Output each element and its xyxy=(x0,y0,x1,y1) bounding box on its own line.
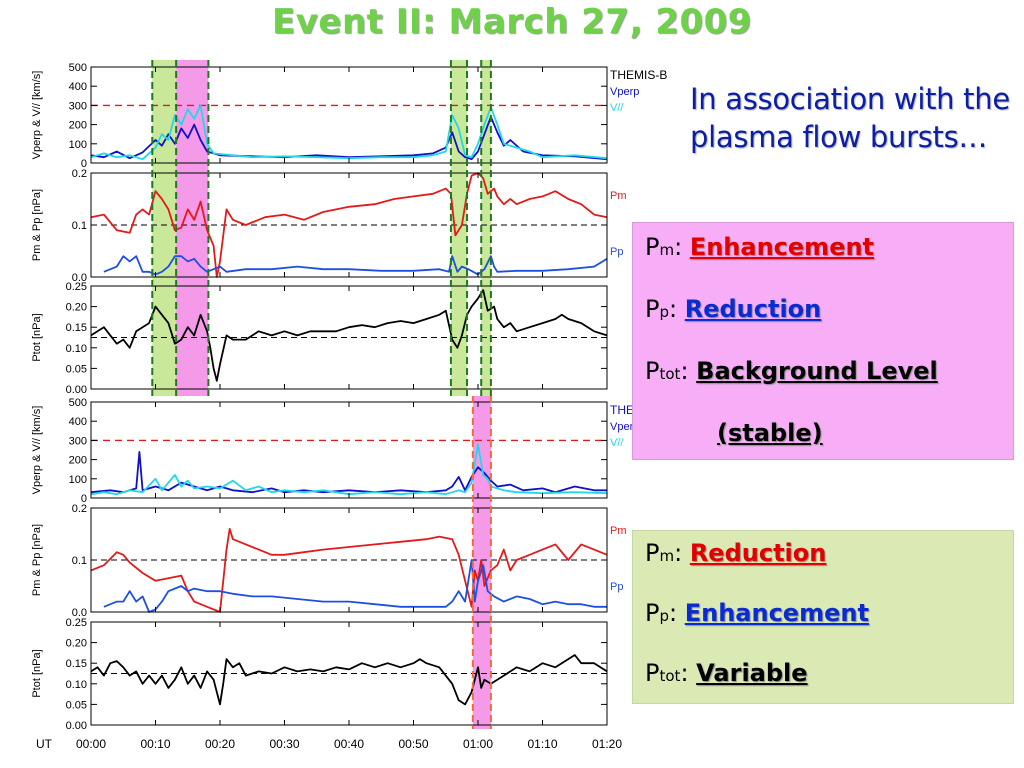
themis-c-panel-1-legend-v: V// xyxy=(610,437,624,449)
themis-c-panel-3-ytick-label: 0.15 xyxy=(66,658,87,670)
themis-c-panel-3-ytick-label: 0.20 xyxy=(66,638,87,650)
themis-b-panel-2-series-pm xyxy=(90,172,608,278)
box-c-pp-value: Enhancement xyxy=(684,599,869,627)
themis-c-panel-2-series-pm xyxy=(90,527,608,613)
box-c-pm-sub: m xyxy=(659,547,675,565)
themis-c-panel-1-ytick-label: 100 xyxy=(69,474,87,486)
themis-c-panel-3-ytick-label: 0.25 xyxy=(66,617,87,629)
themis-b-panel-1-ytick-label: 200 xyxy=(69,120,87,132)
themis-c-panel-2-legend-pp: Pp xyxy=(610,581,623,593)
box-c-pm-prefix: P xyxy=(645,539,660,567)
themis-b-panel-3-ytick-label: 0.25 xyxy=(66,281,87,293)
themis-c-panel-2-ytick-label: 0.2 xyxy=(72,503,87,515)
themis-c-panel-2-series-pp xyxy=(103,559,607,613)
themis-c-panel-1-ytick-label: 500 xyxy=(69,397,87,409)
box-b-extra-line: (stable) xyxy=(717,419,823,447)
box-c-ptot-value: Variable xyxy=(696,659,808,687)
x-tick-label: 00:30 xyxy=(269,737,299,751)
box-b-pm-sub: m xyxy=(659,241,675,259)
themis-c-panel-3-frame xyxy=(90,621,608,726)
box-c-pp-prefix: P xyxy=(645,599,660,627)
themis-b-panel-3-ylabel: Ptot [nPa] xyxy=(31,313,43,361)
themis-c-panel-1-ytick-label: 300 xyxy=(69,435,87,447)
x-tick-label: 00:20 xyxy=(205,737,235,751)
themis-b-panel-3-ytick-label: 0.00 xyxy=(66,384,87,396)
x-axis-label: UT xyxy=(36,737,53,751)
themis-c-panel-3-ylabel: Ptot [nPa] xyxy=(31,649,43,697)
themis-b-panel-2-ytick-label: 0.2 xyxy=(72,168,87,180)
themis-b-panel-1-ytick-label: 500 xyxy=(69,62,87,74)
box-c-pm-line: Pm: Reduction xyxy=(645,539,827,567)
slide-title: Event II: March 27, 2009 xyxy=(272,2,752,42)
themis-c-summary-box: Pm: Reduction Pp: Enhancement Ptot: Vari… xyxy=(632,530,1014,704)
box-b-pm-line: Pm: Enhancement xyxy=(645,233,875,261)
themis-c-panel-1-ytick-label: 200 xyxy=(69,455,87,467)
themis-c-panel-3-series-ptot xyxy=(90,654,608,706)
themis-c-panel-1-ylabel: Vperp & V// [km/s] xyxy=(31,406,43,495)
box-b-pm-prefix: P xyxy=(645,233,660,261)
themis-b-panel-1-series-v xyxy=(90,104,608,161)
themis-c-panel-1-series-vperp xyxy=(90,451,607,494)
themis-b-panel-1-ytick-label: 400 xyxy=(69,81,87,93)
themis-c-panel-1-ytick-label: 400 xyxy=(69,416,87,428)
box-c-ptot-sub: tot xyxy=(659,667,681,685)
themis-b-panel-2-legend-pp: Pp xyxy=(610,246,623,258)
themis-b-summary-box: Pm: Enhancement Pp: Reduction Ptot: Back… xyxy=(632,222,1014,460)
box-c-ptot-line: Ptot: Variable xyxy=(645,659,808,687)
themis-b-panel-2-series-pp xyxy=(103,255,608,276)
themis-b-panel-1-series-vperp xyxy=(90,116,608,161)
box-b-pp-prefix: P xyxy=(645,295,660,323)
themis-b-panel-1-legend-vperp: Vperp xyxy=(610,86,639,98)
themis-c-panel-3-ytick-label: 0.05 xyxy=(66,699,87,711)
x-tick-label: 01:10 xyxy=(527,737,557,751)
box-b-ptot-value: Background Level xyxy=(696,357,938,385)
x-tick-label: 00:00 xyxy=(76,737,106,751)
box-b-extra: (stable) xyxy=(717,419,823,447)
box-b-ptot-line: Ptot: Background Level xyxy=(645,357,938,385)
x-tick-label: 01:00 xyxy=(463,737,493,751)
themis-b-panel-1-legend-themis-b: THEMIS-B xyxy=(610,68,667,82)
box-b-pm-value: Enhancement xyxy=(689,233,875,261)
x-tick-label: 00:40 xyxy=(334,737,364,751)
x-tick-label: 00:10 xyxy=(140,737,170,751)
themis-c-panel-1-ytick-label: 0 xyxy=(81,493,87,505)
themis-b-panel-1-ytick-label: 100 xyxy=(69,139,87,151)
themis-b-green-band xyxy=(152,60,177,396)
box-b-pp-value: Reduction xyxy=(684,295,822,323)
themis-b-panel-1-ytick-label: 300 xyxy=(69,100,87,112)
themis-b-green-band xyxy=(481,60,491,396)
x-tick-label: 00:50 xyxy=(398,737,428,751)
box-c-pm-value: Reduction xyxy=(689,539,827,567)
themis-c-panel-2-ylabel: Pm & Pp [nPa] xyxy=(31,524,43,596)
themis-b-panel-3-ytick-label: 0.15 xyxy=(66,322,87,334)
themis-b-panel-2-ytick-label: 0.0 xyxy=(72,272,87,284)
box-b-pp-line: Pp: Reduction xyxy=(645,295,822,323)
themis-b-panel-3-series-ptot xyxy=(90,289,608,382)
themis-c-panel-3-ytick-label: 0.10 xyxy=(66,679,87,691)
themis-b-panel-3-ytick-label: 0.10 xyxy=(66,343,87,355)
themis-b-panel-2-ylabel: Pm & Pp [nPa] xyxy=(31,189,43,261)
box-b-ptot-sub: tot xyxy=(659,365,681,383)
themis-c-panel-3-ytick-label: 0.00 xyxy=(66,720,87,732)
themis-c-panel-2-ytick-label: 0.0 xyxy=(72,607,87,619)
association-text: In association with the plasma flow burs… xyxy=(690,82,1010,154)
themis-b-panel-1-legend-v: V// xyxy=(610,102,624,114)
box-b-pp-sub: p xyxy=(659,303,670,321)
themis-b-panel-2-legend-pm: Pm xyxy=(610,190,627,202)
themis-b-panel-3-ytick-label: 0.20 xyxy=(66,302,87,314)
themis-c-panel-2-legend-pm: Pm xyxy=(610,525,627,537)
box-b-ptot-prefix: P xyxy=(645,357,660,385)
box-c-ptot-prefix: P xyxy=(645,659,660,687)
themis-b-panel-3-ytick-label: 0.05 xyxy=(66,363,87,375)
themis-b-panel-1-ylabel: Vperp & V// [km/s] xyxy=(31,71,43,160)
x-tick-label: 01:20 xyxy=(592,737,622,751)
themis-c-panel-2-frame xyxy=(90,507,608,613)
themis-c-panel-2-ytick-label: 0.1 xyxy=(72,555,87,567)
box-c-pp-sub: p xyxy=(659,607,670,625)
themis-c-panel-1-series-v xyxy=(90,443,608,496)
themis-b-panel-1-ytick-label: 0 xyxy=(81,158,87,170)
themis-b-panel-2-ytick-label: 0.1 xyxy=(72,220,87,232)
box-c-pp-line: Pp: Enhancement xyxy=(645,599,869,627)
